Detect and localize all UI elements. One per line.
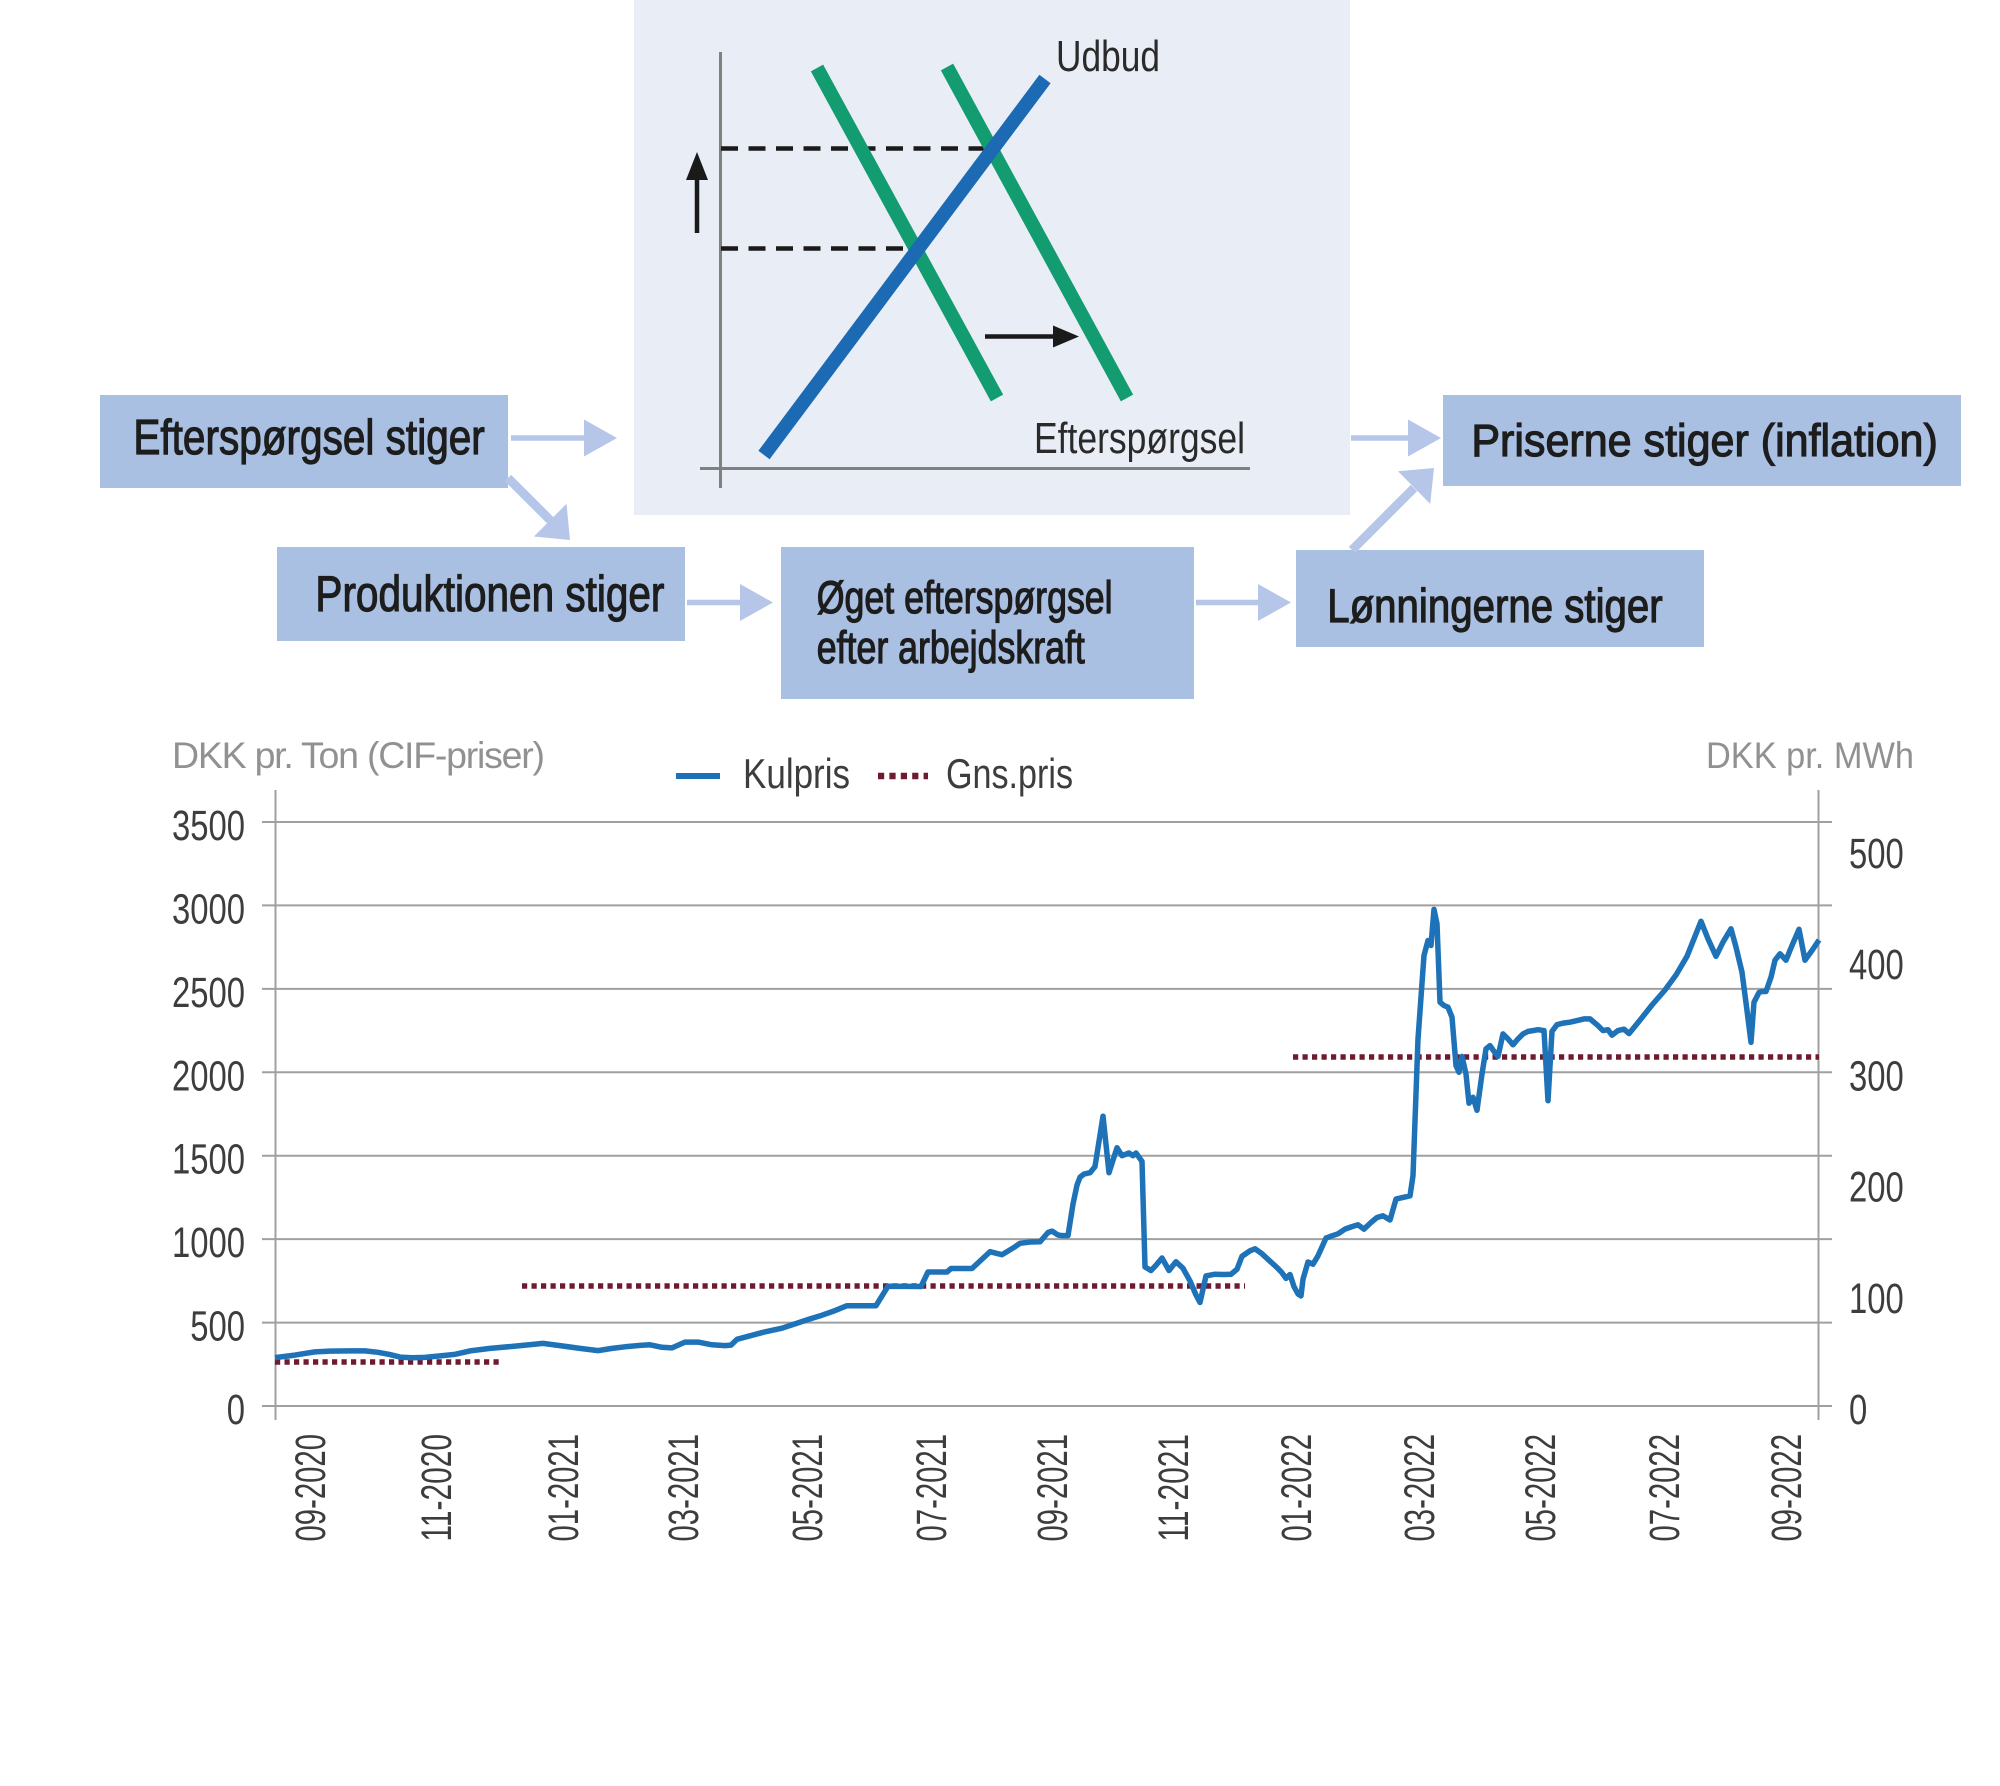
svg-text:1500: 1500 [172,1137,245,1184]
svg-text:07-2022: 07-2022 [1642,1434,1689,1542]
svg-text:11-2021: 11-2021 [1151,1434,1198,1542]
svg-text:Kulpris: Kulpris [743,750,850,797]
svg-text:Efterspørgsel: Efterspørgsel [1034,414,1245,463]
svg-text:0: 0 [227,1387,245,1434]
svg-text:DKK pr. Ton (CIF-priser): DKK pr. Ton (CIF-priser) [172,734,545,776]
svg-text:2000: 2000 [172,1053,245,1100]
svg-text:3500: 3500 [172,803,245,850]
svg-text:05-2021: 05-2021 [785,1434,832,1542]
svg-text:3000: 3000 [172,886,245,933]
svg-text:Gns.pris: Gns.pris [946,750,1073,797]
svg-text:05-2022: 05-2022 [1518,1434,1565,1542]
svg-text:200: 200 [1849,1165,1904,1212]
svg-text:0: 0 [1849,1387,1867,1434]
svg-text:09-2021: 09-2021 [1030,1434,1077,1542]
svg-text:400: 400 [1849,942,1904,989]
svg-text:11-2020: 11-2020 [414,1434,461,1542]
svg-text:500: 500 [1849,831,1904,878]
svg-text:03-2022: 03-2022 [1397,1434,1444,1542]
svg-text:2500: 2500 [172,970,245,1017]
svg-text:300: 300 [1849,1053,1904,1100]
svg-text:01-2021: 01-2021 [541,1434,588,1542]
svg-text:500: 500 [190,1304,245,1351]
svg-text:100: 100 [1849,1276,1904,1323]
svg-text:Udbud: Udbud [1056,32,1160,81]
svg-text:03-2021: 03-2021 [661,1434,708,1542]
svg-text:07-2021: 07-2021 [909,1434,956,1542]
svg-text:09-2020: 09-2020 [288,1434,335,1542]
svg-text:DKK pr. MWh: DKK pr. MWh [1706,734,1914,776]
svg-text:09-2022: 09-2022 [1764,1434,1811,1542]
svg-text:1000: 1000 [172,1220,245,1267]
svg-text:01-2022: 01-2022 [1274,1434,1321,1542]
